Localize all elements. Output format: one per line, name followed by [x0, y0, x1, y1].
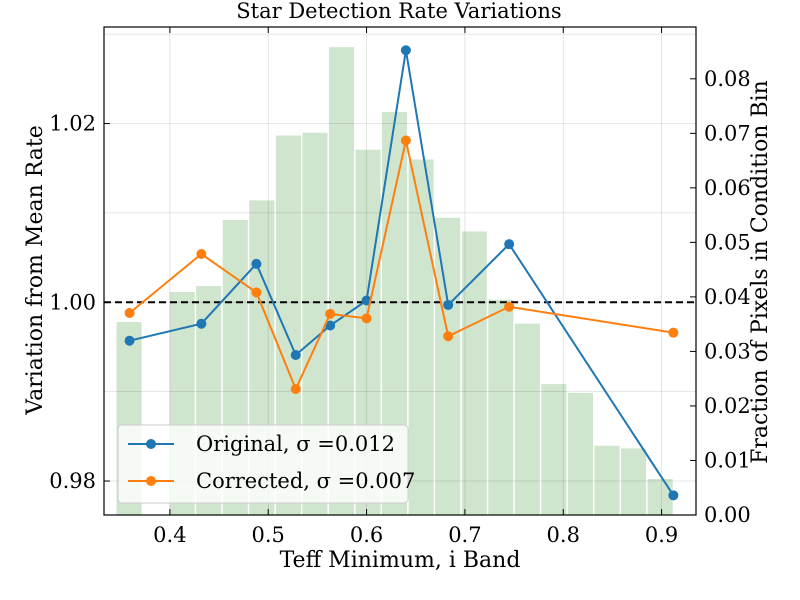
data-point-2 — [668, 327, 679, 338]
y-axis-label: Variation from Mean Rate — [23, 125, 48, 416]
y2-tick-label: 0.07 — [704, 121, 751, 145]
axes — [103, 26, 697, 516]
histogram-bar — [647, 479, 673, 515]
data-point-2 — [124, 308, 135, 319]
legend: Original, σ =0.012 Corrected, σ =0.007 — [117, 424, 415, 504]
x-tick-label: 0.4 — [153, 523, 186, 547]
x-tick-label: 0.6 — [350, 523, 383, 547]
data-point-1 — [290, 350, 301, 361]
data-point-1 — [668, 490, 679, 501]
x-tick-label: 0.8 — [547, 523, 580, 547]
histogram-bar — [408, 159, 434, 515]
chart-title: Star Detection Rate Variations — [236, 0, 561, 23]
data-point-2 — [196, 249, 207, 260]
histogram-bar — [567, 392, 593, 515]
data-point-2 — [361, 313, 372, 324]
y2-tick-label: 0.04 — [704, 285, 751, 309]
y2-tick-label: 0.06 — [704, 176, 751, 200]
data-point-2 — [325, 308, 336, 319]
y-tick-label: 1.02 — [49, 112, 96, 136]
legend-label: Original, σ =0.012 — [196, 432, 395, 456]
histogram-bar — [514, 323, 540, 515]
y2-tick-label: 0.03 — [704, 339, 751, 363]
gridlines — [104, 27, 696, 515]
series-line-2 — [128, 140, 674, 392]
histogram-bar — [488, 299, 514, 515]
y2-tick-label: 0.02 — [704, 394, 751, 418]
y-tick-label: 0.98 — [49, 469, 96, 493]
legend-swatch-marker — [146, 476, 156, 486]
x-tick-label: 0.5 — [252, 523, 285, 547]
data-point-1 — [251, 258, 262, 269]
histogram-bar — [621, 448, 647, 515]
data-point-1 — [196, 318, 207, 329]
y2-tick-label: 0.08 — [704, 67, 751, 91]
y-tick-label: 1.00 — [49, 290, 96, 314]
legend-box — [117, 424, 409, 504]
x-tick-label: 0.9 — [645, 523, 678, 547]
y2-axis-label: Fraction of Pixels in Condition Bin — [748, 80, 773, 464]
series-lines — [124, 45, 679, 501]
x-tick-label: 0.7 — [448, 523, 481, 547]
data-point-2 — [400, 135, 411, 146]
histogram-bar — [541, 384, 567, 515]
legend-swatch-marker — [146, 439, 156, 449]
x-axis-label: Teff Minimum, i Band — [280, 548, 521, 573]
data-point-1 — [504, 239, 515, 250]
data-point-2 — [504, 301, 515, 312]
data-point-1 — [124, 335, 135, 346]
histogram-bar — [461, 231, 487, 515]
y2-tick-label: 0.05 — [704, 230, 751, 254]
y2-tick-label: 0.00 — [704, 503, 751, 527]
series-line-1 — [129, 50, 675, 496]
histogram-bar — [594, 445, 620, 515]
tick-labels: 0.4 0.5 0.6 0.7 0.8 0.9 0.98 1.00 1.02 0.00 0.01 0.… — [49, 67, 751, 547]
legend-label: Corrected, σ =0.007 — [196, 469, 415, 493]
data-point-1 — [325, 320, 336, 331]
data-point-1 — [443, 299, 454, 310]
data-point-1 — [400, 45, 411, 56]
y2-tick-label: 0.01 — [704, 448, 751, 472]
data-point-2 — [443, 331, 454, 342]
histogram-bar — [435, 217, 461, 515]
data-point-2 — [251, 287, 262, 298]
data-point-2 — [290, 383, 301, 394]
plot-frame — [103, 26, 697, 516]
